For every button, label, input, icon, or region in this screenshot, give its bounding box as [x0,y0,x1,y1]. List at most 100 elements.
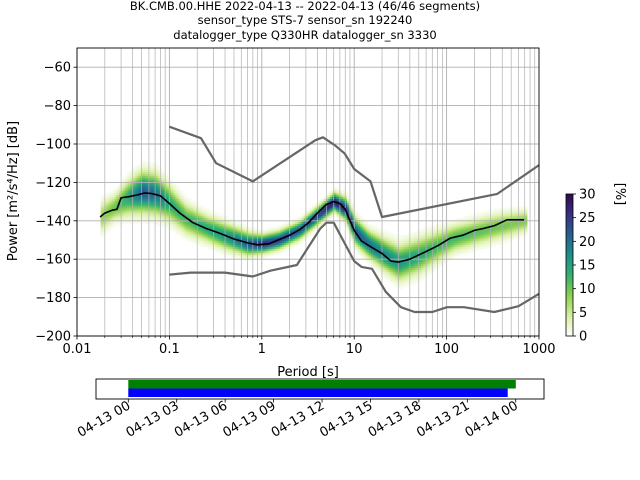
density-cell [389,262,393,265]
density-cell [159,168,163,171]
density-cell [461,250,465,253]
density-cell [152,198,156,201]
density-cell [213,237,217,240]
density-cell [200,217,204,221]
density-cell [130,216,133,219]
density-cell [280,248,283,251]
density-cell [135,200,139,203]
density-cell [143,212,146,215]
density-cell [321,214,324,217]
density-cell [278,250,282,253]
density-cell [483,246,487,249]
density-cell [141,216,145,219]
density-cell [404,254,408,257]
density-cell [193,210,196,213]
density-cell [426,256,430,259]
density-cell [133,171,137,174]
density-cell [328,196,332,199]
density-cell [448,250,452,253]
density-cell [143,216,146,219]
density-cell [393,279,396,282]
density-cell [446,244,450,247]
density-cell [219,242,222,246]
density-cell [222,216,226,219]
density-cell [406,241,409,244]
density-cell [426,273,430,276]
density-cell [271,237,274,240]
density-cell [172,200,176,203]
density-cell [117,217,121,221]
density-cell [400,264,404,267]
density-cell [204,225,208,228]
density-cell [371,231,374,234]
density-cell [143,173,146,176]
density-cell [213,223,217,226]
density-cell [130,221,133,224]
density-cell [367,248,371,251]
density-cell [521,223,524,226]
density-cell [243,246,246,249]
density-cell [378,242,382,246]
density-cell [152,185,156,188]
density-cell [415,281,419,284]
grid-lines [76,48,539,337]
density-cell [471,235,474,238]
density-cell [161,204,165,207]
density-cell [152,208,156,211]
density-cell [356,231,359,234]
density-cell [439,223,443,226]
density-cell [298,242,302,246]
density-cell [508,216,511,219]
density-cell [233,227,237,230]
density-cell [102,210,106,213]
density-cell [433,225,437,228]
density-cell [508,225,511,228]
density-cell [408,265,411,269]
density-cell [496,223,500,226]
density-cell [467,229,471,232]
density-cell [133,183,137,186]
density-cell [222,223,226,226]
density-cell [395,283,398,286]
density-cell [367,233,371,236]
density-cell [146,189,150,192]
density-cell [143,171,146,174]
density-cell [435,248,439,251]
density-cell [200,244,204,247]
density-cell [333,187,337,190]
density-cell [143,194,146,198]
density-cell [317,214,321,217]
density-cell [446,260,450,263]
density-cell [128,212,132,215]
density-cell [206,229,209,232]
density-cell [350,233,354,236]
density-cell [495,233,498,236]
density-cell [485,241,489,244]
density-cell [250,256,254,259]
density-cell [419,279,422,282]
density-cell [339,200,343,203]
density-cell [137,198,141,201]
density-cell [200,229,204,232]
density-cell [378,248,382,251]
density-cell [358,252,361,255]
density-cell [246,235,250,238]
density-cell [145,208,148,211]
density-cell [382,271,385,274]
density-cell [480,214,483,217]
density-cell [145,200,148,203]
density-cell [504,210,508,213]
density-cell [176,200,180,203]
density-cell [122,183,126,186]
density-cell [309,231,313,234]
density-cell [139,217,143,221]
density-cell [504,216,508,219]
density-cell [308,210,311,213]
density-cell [415,279,419,282]
density-cell [495,241,498,244]
density-cell [245,231,248,234]
density-cell [243,225,246,228]
density-cell [356,246,359,249]
density-cell [369,233,372,236]
density-cell [335,198,339,201]
